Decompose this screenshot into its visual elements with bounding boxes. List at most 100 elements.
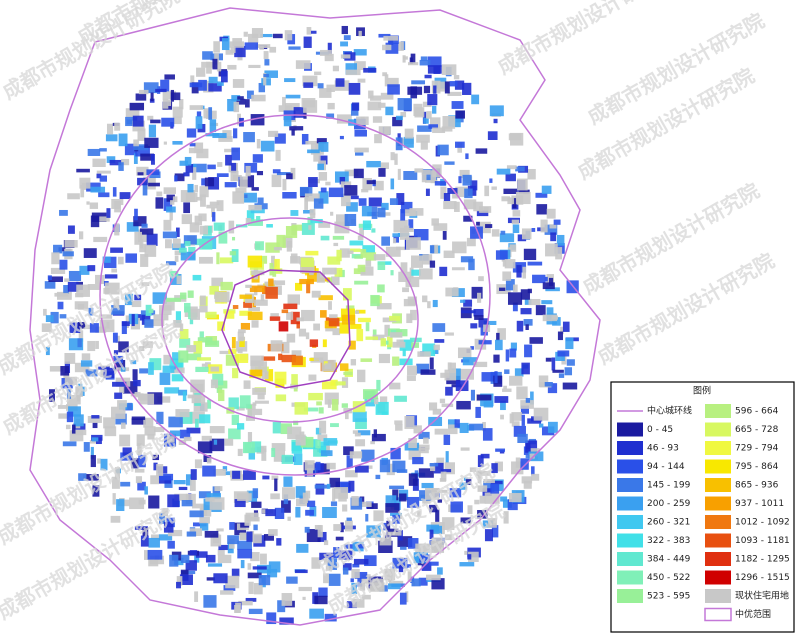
land-patch xyxy=(237,348,243,354)
land-patch xyxy=(491,229,500,237)
land-patch xyxy=(339,248,350,258)
land-patch xyxy=(120,481,131,487)
land-patch xyxy=(216,173,229,177)
land-patch xyxy=(272,422,281,434)
land-patch xyxy=(269,316,281,321)
land-patch xyxy=(239,310,252,316)
legend-swatch xyxy=(617,459,643,474)
land-patch xyxy=(178,389,188,396)
land-patch xyxy=(114,122,121,131)
land-patch xyxy=(437,489,448,493)
land-patch xyxy=(185,164,194,173)
land-patch xyxy=(251,94,266,102)
land-patch xyxy=(390,178,395,190)
land-patch xyxy=(328,573,341,586)
land-patch xyxy=(520,405,529,414)
land-patch xyxy=(520,458,529,470)
land-patch xyxy=(218,544,233,551)
land-patch xyxy=(237,448,243,457)
land-patch xyxy=(313,352,328,361)
land-patch xyxy=(195,418,199,428)
land-patch xyxy=(79,177,91,189)
land-patch xyxy=(225,575,240,589)
land-patch xyxy=(478,276,484,282)
land-patch xyxy=(345,305,355,311)
land-patch xyxy=(218,136,233,142)
land-patch xyxy=(144,550,150,560)
land-patch xyxy=(214,291,230,303)
land-patch xyxy=(263,73,269,78)
land-patch xyxy=(118,341,129,353)
land-patch xyxy=(460,368,474,380)
land-patch xyxy=(189,105,204,110)
land-patch xyxy=(357,544,365,549)
land-patch xyxy=(172,238,181,249)
land-patch xyxy=(542,282,555,290)
land-patch xyxy=(165,239,172,249)
land-patch xyxy=(500,496,508,502)
land-patch xyxy=(403,298,416,307)
land-patch xyxy=(357,317,371,323)
land-patch xyxy=(286,312,294,320)
land-patch xyxy=(451,267,465,271)
land-patch xyxy=(520,400,534,409)
land-patch xyxy=(417,511,421,517)
land-patch xyxy=(207,164,216,170)
land-patch xyxy=(233,101,240,113)
land-patch xyxy=(476,394,492,401)
land-patch xyxy=(372,334,385,341)
land-patch xyxy=(190,75,195,85)
land-patch xyxy=(372,116,383,123)
land-patch xyxy=(184,156,192,166)
land-patch xyxy=(251,501,262,508)
land-patch xyxy=(443,434,451,445)
land-patch xyxy=(247,408,263,416)
land-patch xyxy=(305,509,314,516)
land-patch xyxy=(490,483,500,494)
land-patch xyxy=(281,593,293,606)
land-patch xyxy=(326,113,335,119)
land-patch xyxy=(404,415,415,429)
land-patch xyxy=(429,260,436,268)
land-patch xyxy=(50,311,59,324)
land-patch xyxy=(553,219,561,225)
land-patch xyxy=(274,507,285,519)
land-patch xyxy=(150,92,154,102)
land-patch xyxy=(417,125,432,132)
land-patch xyxy=(59,314,67,319)
land-patch xyxy=(260,553,267,565)
land-patch xyxy=(318,191,329,204)
land-patch xyxy=(112,381,127,387)
land-patch xyxy=(427,301,431,309)
land-patch xyxy=(68,406,81,417)
land-patch xyxy=(521,362,530,375)
land-patch xyxy=(178,350,189,363)
land-patch xyxy=(547,383,558,394)
land-patch xyxy=(378,353,390,364)
land-patch xyxy=(463,215,473,222)
land-patch xyxy=(360,249,367,258)
land-patch xyxy=(264,369,274,382)
land-patch xyxy=(335,381,346,386)
land-patch xyxy=(57,405,71,409)
land-patch xyxy=(544,224,558,235)
land-patch xyxy=(544,276,548,282)
land-patch xyxy=(262,475,270,480)
land-patch xyxy=(90,215,100,228)
land-patch xyxy=(186,128,197,138)
land-patch xyxy=(433,85,437,94)
land-patch xyxy=(260,33,273,38)
land-patch xyxy=(232,191,245,204)
land-patch xyxy=(530,448,540,452)
land-patch xyxy=(366,525,381,538)
land-patch xyxy=(489,105,504,117)
land-patch xyxy=(552,369,564,373)
land-patch xyxy=(494,461,503,472)
land-patch xyxy=(515,191,531,205)
land-patch xyxy=(465,153,469,160)
land-patch xyxy=(264,70,278,78)
land-patch xyxy=(266,568,278,578)
land-patch xyxy=(523,480,532,489)
legend-label: 937 - 1011 xyxy=(735,499,784,509)
land-patch xyxy=(183,235,197,245)
